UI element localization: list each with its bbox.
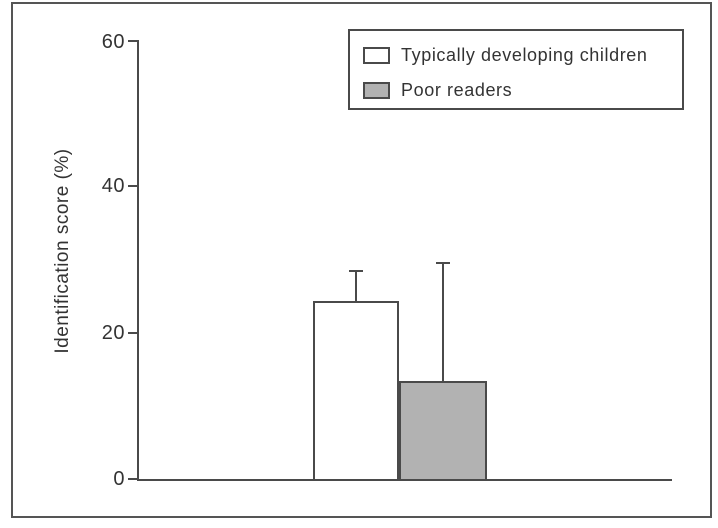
y-tick-mark-40 — [128, 185, 138, 187]
y-axis-line — [137, 40, 139, 481]
error-bar-line-typically-developing-children — [355, 269, 357, 302]
legend-label-typically-developing-children: Typically developing children — [401, 45, 648, 65]
error-bar-cap-poor-readers — [436, 261, 450, 264]
y-tick-label-60: 60 — [101, 31, 125, 53]
y-axis-title: Identification score (%) — [52, 148, 73, 354]
legend-label-poor-readers: Poor readers — [401, 80, 513, 100]
y-tick-mark-20 — [128, 332, 138, 334]
y-tick-label-0: 0 — [113, 468, 125, 490]
legend-swatch-typically-developing-children — [363, 47, 390, 64]
y-tick-label-20: 20 — [101, 322, 125, 344]
bar-typically-developing-children — [313, 301, 399, 481]
y-tick-mark-60 — [128, 40, 138, 42]
error-bar-line-poor-readers — [442, 261, 444, 381]
error-bar-cap-typically-developing-children — [349, 269, 363, 272]
bar-poor-readers — [399, 380, 487, 481]
legend-swatch-poor-readers — [363, 82, 390, 99]
y-tick-mark-0 — [128, 478, 138, 480]
y-tick-label-40: 40 — [101, 175, 125, 197]
legend: Typically developing children Poor reade… — [348, 29, 684, 110]
